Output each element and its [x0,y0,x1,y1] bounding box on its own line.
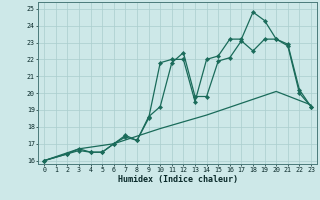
X-axis label: Humidex (Indice chaleur): Humidex (Indice chaleur) [118,175,238,184]
